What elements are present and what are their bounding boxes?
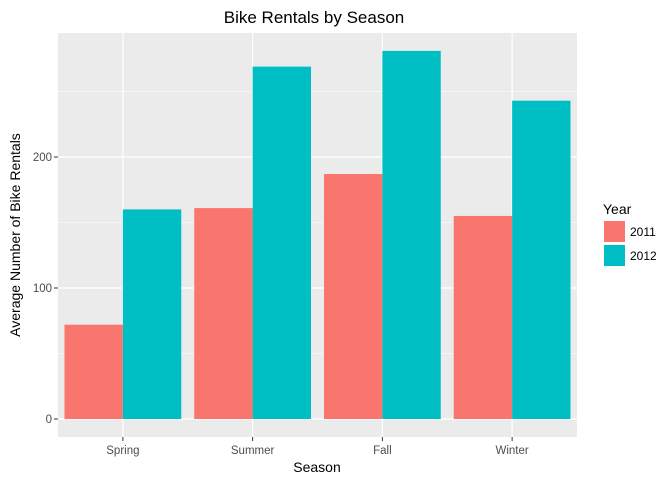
bars	[64, 50, 571, 420]
bar-summer-2012	[252, 66, 312, 420]
bar-winter-2011	[453, 215, 513, 419]
y-axis: 0 100 200	[33, 152, 58, 426]
x-axis: Spring Summer Fall Winter	[106, 437, 529, 457]
y-tick-label: 100	[33, 283, 52, 295]
x-tick-label-fall: Fall	[373, 445, 392, 457]
legend-key-2011	[604, 221, 625, 242]
legend-items: 2011 2012	[604, 221, 657, 266]
legend-label-2012: 2012	[630, 249, 657, 263]
bar-fall-2011	[323, 174, 383, 419]
legend-title: Year	[603, 201, 632, 217]
legend-label-2011: 2011	[630, 225, 656, 239]
bar-winter-2012	[512, 100, 571, 420]
x-axis-title: Season	[293, 459, 340, 475]
legend-key-2012	[604, 245, 625, 266]
chart-title: Bike Rentals by Season	[224, 8, 405, 27]
x-tick-label-winter: Winter	[496, 445, 529, 457]
y-tick-label: 200	[33, 152, 52, 164]
bar-summer-2011	[194, 208, 253, 419]
x-tick-label-summer: Summer	[231, 445, 275, 457]
y-axis-title: Average Number of Bike Rentals	[7, 133, 23, 337]
bar-fall-2012	[382, 50, 441, 419]
x-tick-label-spring: Spring	[106, 445, 139, 457]
bar-spring-2011	[64, 324, 123, 419]
bar-spring-2012	[122, 209, 182, 419]
y-tick-label: 0	[46, 414, 52, 426]
legend: Year 2011 2012	[603, 201, 657, 266]
